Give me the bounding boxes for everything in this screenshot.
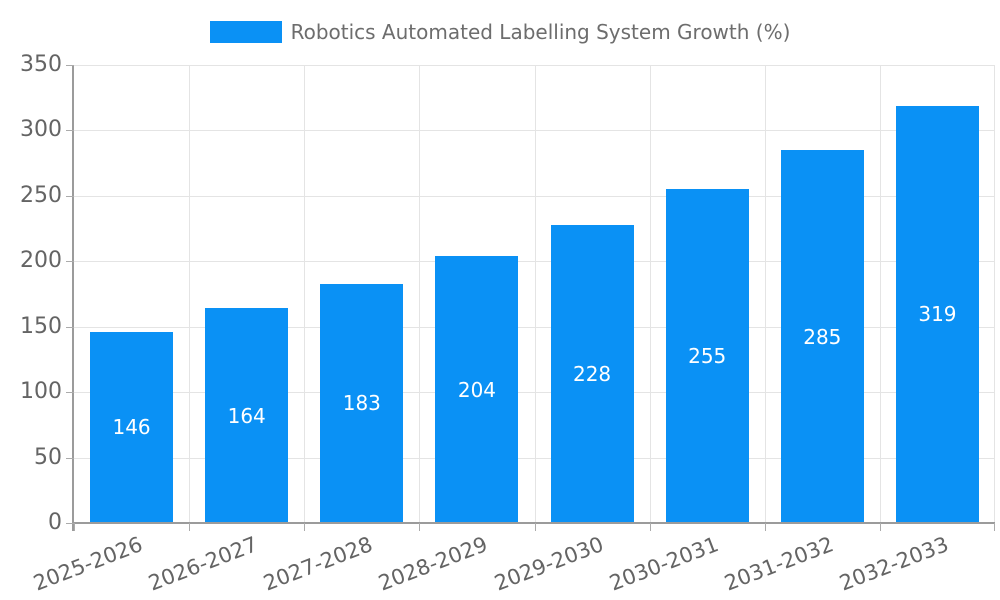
horizontal-gridline — [74, 457, 995, 459]
y-axis-tick-label: 100 — [20, 379, 62, 405]
y-axis-tick-label: 50 — [34, 444, 62, 470]
x-axis-line — [74, 522, 995, 524]
vertical-gridline — [880, 65, 881, 523]
legend-swatch — [209, 21, 282, 43]
x-axis-label: 2029-2030 — [490, 532, 607, 596]
bar — [435, 256, 519, 523]
horizontal-gridline — [74, 130, 995, 132]
vertical-gridline — [419, 65, 420, 523]
x-axis-label: 2031-2032 — [721, 532, 837, 596]
bar — [320, 283, 404, 523]
x-axis-label: 2025-2026 — [30, 532, 146, 596]
horizontal-gridline — [74, 261, 995, 263]
x-axis-label: 2030-2031 — [605, 532, 722, 596]
y-axis-tick — [66, 65, 74, 66]
x-axis-tick — [994, 523, 995, 531]
vertical-gridline — [994, 65, 995, 523]
y-axis-tick-label: 300 — [20, 117, 62, 143]
bar — [90, 331, 174, 523]
x-axis-label: 2032-2033 — [836, 532, 952, 596]
y-axis-tick — [66, 523, 74, 524]
x-axis-label: 2028-2029 — [375, 532, 492, 596]
bar-value-label: 319 — [918, 302, 957, 327]
horizontal-gridline — [74, 65, 995, 66]
bar — [895, 105, 979, 523]
x-axis-label: 2026-2027 — [145, 532, 261, 596]
y-axis-line — [72, 65, 74, 531]
bar-value-label: 285 — [803, 324, 842, 349]
y-axis-tick — [66, 392, 74, 394]
bar — [205, 308, 289, 523]
bar-value-label: 146 — [112, 415, 151, 440]
x-axis-tick — [535, 523, 536, 531]
bar — [665, 189, 749, 523]
y-axis-tick — [66, 130, 74, 132]
bar-value-label: 164 — [227, 403, 266, 428]
y-axis-tick — [66, 195, 74, 197]
x-axis-label: 2027-2028 — [260, 532, 377, 596]
y-axis-tick-label: 0 — [48, 510, 62, 535]
horizontal-gridline — [74, 326, 995, 328]
y-axis-tick-label: 150 — [20, 313, 62, 339]
vertical-gridline — [304, 65, 305, 523]
x-axis-tick — [189, 523, 190, 531]
x-axis-tick — [304, 523, 305, 531]
y-axis-tick — [66, 457, 74, 459]
bar — [780, 150, 864, 523]
legend: Robotics Automated Labelling System Grow… — [0, 20, 1000, 44]
y-axis-tick-label: 200 — [20, 248, 62, 274]
vertical-gridline — [535, 65, 536, 523]
x-axis-tick — [765, 523, 766, 531]
x-axis-tick — [419, 523, 420, 531]
vertical-gridline — [189, 65, 190, 523]
bar-value-label: 204 — [457, 377, 497, 402]
y-axis-tick — [66, 261, 74, 263]
x-axis-tick — [880, 523, 881, 531]
vertical-gridline — [650, 65, 651, 523]
plot-area: 146 164 183 204 228 255 285 319 — [74, 65, 995, 523]
y-axis-tick — [66, 326, 74, 328]
bar-value-label: 228 — [572, 361, 612, 386]
horizontal-gridline — [74, 392, 995, 394]
bar-value-label: 255 — [688, 344, 727, 369]
bar — [550, 224, 634, 523]
x-axis-tick — [74, 523, 75, 531]
legend-series-label: Robotics Automated Labelling System Grow… — [290, 20, 791, 44]
horizontal-gridline — [74, 195, 995, 197]
y-axis-tick-label: 250 — [20, 182, 62, 208]
vertical-gridline — [765, 65, 766, 523]
bar-value-label: 183 — [342, 391, 381, 416]
x-axis-tick — [650, 523, 651, 531]
y-axis-tick-label: 350 — [20, 52, 62, 77]
